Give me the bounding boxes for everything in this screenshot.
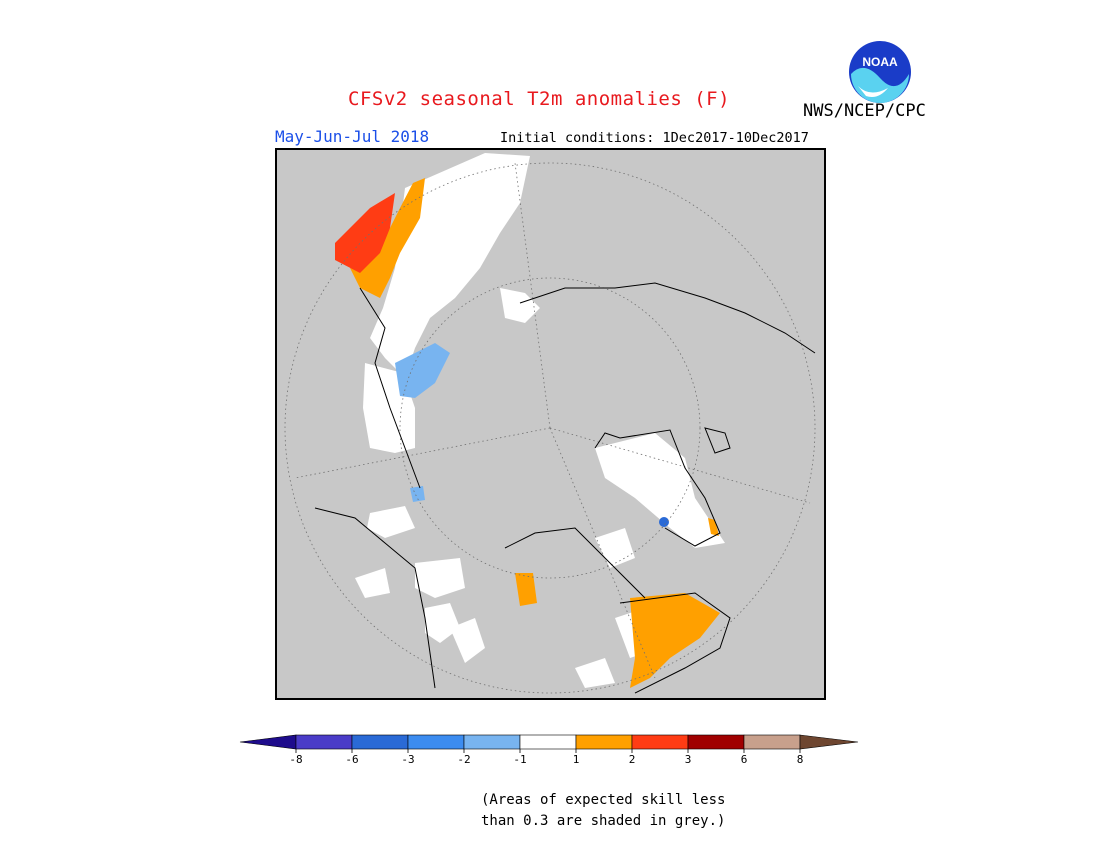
legend-swatch: [295, 734, 353, 750]
legend-label: -3: [401, 753, 414, 766]
cool-anomaly-regions: [395, 343, 669, 527]
legend-swatch: [463, 734, 521, 750]
legend-swatch: [743, 734, 801, 750]
skill-note-line-2: than 0.3 are shaded in grey.): [481, 813, 726, 829]
legend-label: -2: [457, 753, 470, 766]
legend-label: -6: [345, 753, 358, 766]
legend-arrow-high: [799, 734, 859, 750]
legend-label: 2: [629, 753, 636, 766]
legend-label: -1: [513, 753, 526, 766]
legend-swatch: [575, 734, 633, 750]
noaa-logo-text: NOAA: [862, 55, 898, 69]
coastlines: [314, 282, 816, 694]
legend-label: 1: [573, 753, 580, 766]
map-title: CFSv2 seasonal T2m anomalies (F): [348, 88, 731, 110]
color-legend: -8 -6 -3 -2 -1 1 2 3 6 8: [239, 734, 859, 766]
polar-grid: [284, 162, 816, 694]
map-frame: [275, 148, 826, 700]
legend-arrow-low: [239, 734, 297, 750]
legend-label: 8: [797, 753, 804, 766]
legend-label: 3: [685, 753, 692, 766]
skill-note-line-1: (Areas of expected skill less: [481, 792, 726, 808]
legend-label: -8: [289, 753, 302, 766]
forecast-period: May-Jun-Jul 2018: [275, 127, 430, 146]
legend-label: 6: [741, 753, 748, 766]
legend-swatch: [407, 734, 465, 750]
agency-credit: NWS/NCEP/CPC: [803, 101, 926, 121]
legend-swatch: [687, 734, 745, 750]
strong-warm-anomaly-regions: [335, 193, 395, 273]
legend-swatch: [351, 734, 409, 750]
initial-conditions: Initial conditions: 1Dec2017-10Dec2017: [500, 130, 809, 146]
legend-swatch: [631, 734, 689, 750]
noaa-logo: NOAA: [849, 41, 911, 103]
skill-note: (Areas of expected skill less than 0.3 a…: [481, 790, 725, 832]
legend-swatch: [519, 734, 577, 750]
warm-anomaly-regions: [350, 178, 720, 688]
polar-anomaly-map: [275, 148, 826, 700]
